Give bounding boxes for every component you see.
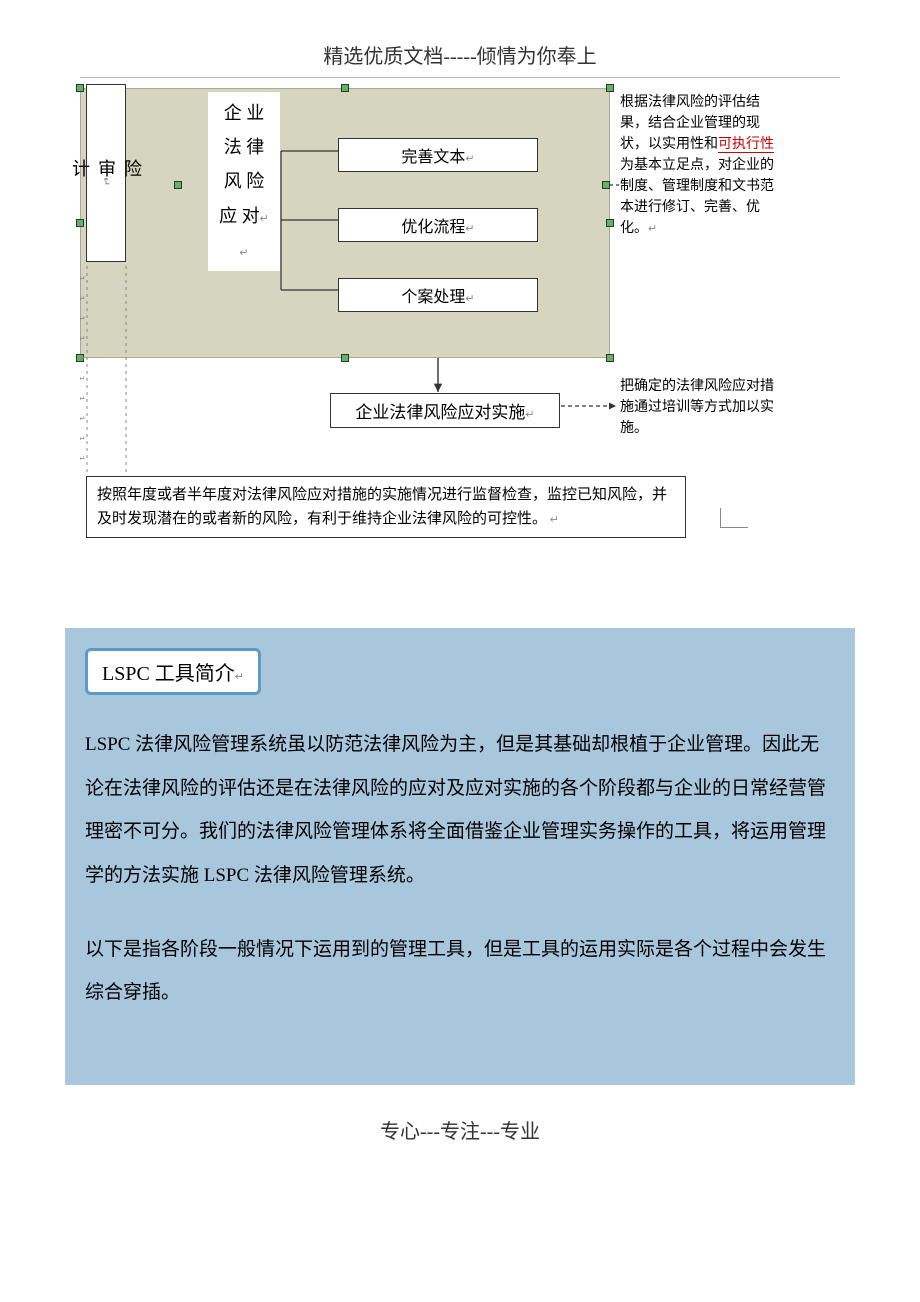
corner-mark	[720, 508, 748, 528]
svg-text:↵: ↵	[80, 453, 84, 463]
sel-handle	[76, 84, 84, 92]
sel-handle	[341, 84, 349, 92]
sel-handle	[76, 219, 84, 227]
svg-text:↵: ↵	[80, 433, 84, 443]
body-text: LSPC 法律风险管理系统虽以防范法律风险为主，但是其基础却根植于企业管理。因此…	[85, 723, 835, 1015]
section-title-pill: LSPC 工具简介↵	[85, 648, 261, 695]
row-box-2: 优化流程↵	[338, 208, 538, 242]
row-box-1: 完善文本↵	[338, 138, 538, 172]
sel-handle	[602, 181, 610, 189]
bottom-note-box: 按照年度或者半年度对法律风险应对措施的实施情况进行监督检查，监控已知风险，并及时…	[86, 476, 686, 538]
sel-handle	[606, 84, 614, 92]
sel-handle	[76, 354, 84, 362]
page-footer: 专心---专注---专业	[80, 1085, 840, 1144]
annotation-1: 根据法律风险的评估结果，结合企业管理的现状，以实用性和可执行性为基本立足点，对企…	[620, 92, 775, 239]
inner-vertical-label: 企 业法 律风 险应 对↵↵	[208, 92, 280, 271]
paragraph-1: LSPC 法律风险管理系统虽以防范法律风险为主，但是其基础却根植于企业管理。因此…	[85, 723, 835, 898]
paragraph-2: 以下是指各阶段一般情况下运用到的管理工具，但是工具的运用实际是各个过程中会发生综…	[85, 928, 835, 1015]
svg-text:↵: ↵	[80, 413, 84, 423]
svg-text:↵: ↵	[80, 373, 84, 383]
annotation-2: 把确定的法律风险应对措施通过培训等方式加以实施。	[620, 376, 775, 439]
impl-box: 企业法律风险应对实施↵	[330, 393, 560, 428]
sel-handle	[174, 181, 182, 189]
row-box-3: 个案处理↵	[338, 278, 538, 312]
lower-section: LSPC 工具简介↵ LSPC 法律风险管理系统虽以防范法律风险为主，但是其基础…	[65, 628, 855, 1085]
sel-handle	[606, 219, 614, 227]
sel-handle	[606, 354, 614, 362]
left-vertical-box: 险审计↵	[86, 84, 126, 262]
diagram: 险审计↵ 企 业法 律风 险应 对↵↵ 完善文本↵ 优化流程↵ 个案处理↵ 企业…	[80, 88, 840, 608]
svg-text:↵: ↵	[80, 393, 84, 403]
page-header: 精选优质文档-----倾情为你奉上	[80, 40, 840, 78]
sel-handle	[341, 354, 349, 362]
